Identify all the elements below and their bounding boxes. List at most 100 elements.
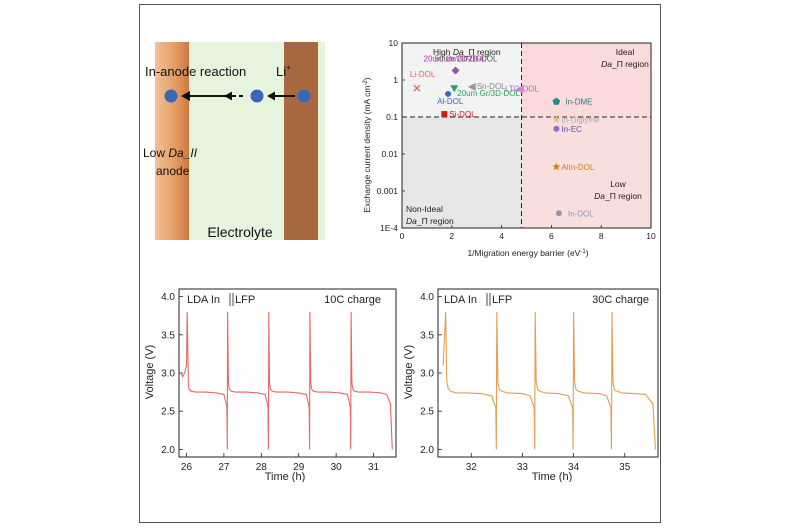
y-tick-label: 2.0 bbox=[161, 445, 175, 456]
legend-text: LDA In bbox=[444, 294, 477, 306]
y-axis-label: Voltage (V) bbox=[403, 345, 415, 399]
y-tick-label: 3.5 bbox=[161, 330, 175, 341]
x-tick-label: 6 bbox=[549, 231, 554, 241]
region-high-bg bbox=[402, 43, 522, 117]
x-tick-label: 33 bbox=[517, 462, 529, 473]
charge-rate-annotation: 30C charge bbox=[592, 294, 649, 306]
y-tick-label: 1E-4 bbox=[380, 223, 398, 233]
x-tick-label: 32 bbox=[466, 462, 478, 473]
x-tick-label: 29 bbox=[293, 462, 305, 473]
electrolyte-label: Electrolyte bbox=[207, 224, 273, 240]
point-20um-gr-3d-dol bbox=[450, 85, 459, 93]
point-in-dol-label: In-DOL bbox=[568, 209, 594, 218]
x-tick-label: 0 bbox=[400, 231, 405, 241]
anode-region bbox=[155, 42, 189, 240]
cathode-region bbox=[284, 42, 318, 240]
charge-rate-annotation: 10C charge bbox=[324, 294, 381, 306]
point-lto-dol bbox=[515, 85, 524, 94]
plot-border bbox=[401, 42, 652, 229]
voltage-curve-30c bbox=[442, 311, 656, 450]
point-in-ec bbox=[553, 125, 560, 132]
plot-border bbox=[437, 288, 659, 458]
y-tick-label: 2.5 bbox=[161, 407, 175, 418]
point-al-dol-label: Al-DOL bbox=[437, 97, 464, 106]
legend-suffix: LFP bbox=[492, 294, 512, 306]
region-low-line2: Da_Π region bbox=[594, 191, 642, 201]
x-tick-label: 8 bbox=[599, 231, 604, 241]
y-tick-label: 2.0 bbox=[420, 445, 434, 456]
region-ideal-bg bbox=[521, 43, 651, 117]
scatter-ticks: 0 2 4 6 8 10 1E-4 0.001 0.01 0.1 1 10 bbox=[377, 38, 656, 241]
y-tick-label: 4.0 bbox=[420, 292, 434, 303]
x-axis-label: Time (h) bbox=[265, 471, 306, 482]
anode-label: Low Da_II bbox=[143, 146, 198, 160]
point-sn-dol bbox=[467, 82, 476, 91]
point-in-dme bbox=[552, 97, 561, 105]
region-nonideal-line1: Non-Ideal bbox=[406, 204, 443, 214]
region-ideal-line2: Da_Π region bbox=[601, 59, 649, 69]
x-tick-label: 4 bbox=[499, 231, 504, 241]
y-tick-label: 0.1 bbox=[386, 112, 398, 122]
x-tick-label: 30 bbox=[331, 462, 343, 473]
voltage-ticks: 26 27 28 29 30 31 2.0 2.5 3.0 3.5 4.0 bbox=[161, 292, 379, 473]
point-si-dol bbox=[441, 111, 448, 118]
ion-at-anode bbox=[164, 89, 178, 103]
scatter-chart: 0 2 4 6 8 10 1E-4 0.001 0.01 0.1 1 10 Li-DOL 20um Gr… bbox=[362, 38, 656, 258]
y-tick-label: 0.001 bbox=[377, 186, 399, 196]
y-tick-label: 3.0 bbox=[161, 369, 175, 380]
x-tick-label: 35 bbox=[619, 462, 631, 473]
y-tick-label: 4.0 bbox=[161, 292, 175, 303]
arrow-from-cathode bbox=[267, 91, 295, 101]
y-tick-label: 1 bbox=[393, 75, 398, 85]
li-ion-label: Li+ bbox=[276, 63, 291, 79]
x-tick-label: 31 bbox=[368, 462, 380, 473]
region-low-line1: Low bbox=[610, 179, 626, 189]
anode-label-line2: anode bbox=[156, 164, 190, 178]
y-axis-label: Voltage (V) bbox=[144, 345, 156, 399]
y-tick-label: 2.5 bbox=[420, 407, 434, 418]
region-nonideal-bg bbox=[402, 117, 522, 228]
region-low-bg bbox=[521, 117, 651, 228]
point-50um-gr-2d-dol-label: 50um Gr/2D-DOL bbox=[435, 54, 498, 63]
point-in-diglyme-label: In-Diglyme bbox=[561, 116, 600, 125]
point-20um-gr-3d-dol-label: 20um Gr/3D-DOL bbox=[457, 89, 520, 98]
point-sn-dol-label: Sn-DOL bbox=[477, 82, 506, 91]
x-axis-label: 1/Migration energy barrier (eV-1) bbox=[467, 248, 588, 258]
dashed-arrow-migration bbox=[224, 91, 243, 101]
ion-at-cathode bbox=[297, 89, 311, 103]
y-tick-label: 3.0 bbox=[420, 369, 434, 380]
plot-border bbox=[178, 288, 397, 458]
y-tick-label: 0.01 bbox=[381, 149, 398, 159]
voltage-ticks: 32 33 34 35 2.0 2.5 3.0 3.5 4.0 bbox=[420, 292, 631, 473]
voltage-chart-10c: 26 27 28 29 30 31 2.0 2.5 3.0 3.5 4.0 LDA In LFP 1… bbox=[144, 288, 397, 482]
point-li-dol bbox=[413, 84, 421, 92]
schematic-panel: In-anode reaction Li+ Low Da_II anode El… bbox=[143, 42, 325, 240]
point-alin-dol bbox=[552, 162, 561, 171]
legend-suffix: LFP bbox=[235, 294, 255, 306]
legend-text: LDA In bbox=[187, 294, 220, 306]
x-axis-label: Time (h) bbox=[532, 471, 573, 482]
x-tick-label: 34 bbox=[568, 462, 580, 473]
point-in-dme-label: In-DME bbox=[565, 98, 592, 107]
solid-arrow-to-anode bbox=[181, 91, 230, 101]
point-in-dol bbox=[555, 210, 562, 217]
x-tick-label: 28 bbox=[256, 462, 268, 473]
y-axis-label: Exchange current density (mA cm-2) bbox=[362, 77, 372, 212]
region-nonideal-line2: Da_Π region bbox=[406, 216, 454, 226]
y-tick-label: 3.5 bbox=[420, 330, 434, 341]
x-tick-label: 27 bbox=[218, 462, 230, 473]
x-tick-label: 10 bbox=[646, 231, 656, 241]
y-tick-label: 10 bbox=[389, 38, 399, 48]
point-lto-dol-label: LTO-DOL bbox=[505, 85, 539, 94]
point-si-dol-label: Si-DOL bbox=[449, 110, 476, 119]
point-in-ec-label: In-EC bbox=[561, 125, 582, 134]
x-tick-label: 2 bbox=[449, 231, 454, 241]
voltage-chart-30c: 32 33 34 35 2.0 2.5 3.0 3.5 4.0 LDA In LFP 30C c… bbox=[403, 288, 659, 482]
point-in-diglyme bbox=[552, 115, 561, 124]
region-ideal-line1: Ideal bbox=[616, 47, 635, 57]
voltage-curve-10c bbox=[180, 311, 393, 450]
point-li-dol-label: Li-DOL bbox=[410, 70, 436, 79]
ion-in-electrolyte bbox=[250, 89, 264, 103]
reaction-label: In-anode reaction bbox=[145, 64, 246, 79]
